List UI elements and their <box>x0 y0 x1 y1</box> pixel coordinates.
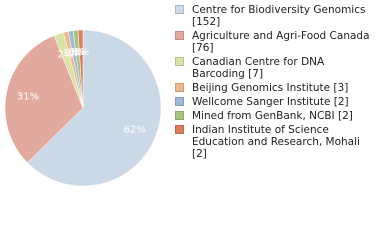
legend: Centre for Biodiversity Genomics [152] Ag… <box>172 4 377 160</box>
slice-label: 1% <box>63 48 79 59</box>
legend-swatch <box>175 111 184 120</box>
slice-label: 62% <box>124 125 146 136</box>
slice-label: 1% <box>66 48 82 59</box>
legend-label: Beijing Genomics Institute [3] <box>192 82 349 94</box>
slice-label: 1% <box>70 47 86 58</box>
legend-label: Mined from GenBank, NCBI [2] <box>192 110 353 122</box>
pie-chart: 62%31%2%1%1%1%1% <box>4 29 162 187</box>
legend-swatch <box>175 5 184 14</box>
legend-item: Agriculture and Agri-Food Canada [76] <box>172 30 377 54</box>
slice-label: 2% <box>58 50 74 61</box>
pie-slice <box>77 29 84 109</box>
legend-label: Canadian Centre for DNA Barcoding [7] <box>192 56 325 80</box>
legend-label: Indian Institute of Science Education an… <box>192 124 360 160</box>
legend-swatch <box>175 83 184 92</box>
legend-label: Agriculture and Agri-Food Canada [76] <box>192 30 370 54</box>
legend-swatch <box>175 125 184 134</box>
legend-item: Beijing Genomics Institute [3] <box>172 82 377 94</box>
pie-slice <box>27 29 162 187</box>
slice-label: 31% <box>17 91 39 102</box>
legend-swatch <box>175 97 184 106</box>
pie-slice <box>4 35 84 164</box>
legend-label: Wellcome Sanger Institute [2] <box>192 96 349 108</box>
legend-swatch <box>175 57 184 66</box>
legend-item: Mined from GenBank, NCBI [2] <box>172 110 377 122</box>
legend-label: Centre for Biodiversity Genomics [152] <box>192 4 366 28</box>
legend-item: Centre for Biodiversity Genomics [152] <box>172 4 377 28</box>
slice-label: 1% <box>73 47 89 58</box>
legend-item: Wellcome Sanger Institute [2] <box>172 96 377 108</box>
legend-swatch <box>175 31 184 40</box>
legend-item: Indian Institute of Science Education an… <box>172 124 377 160</box>
legend-item: Canadian Centre for DNA Barcoding [7] <box>172 56 377 80</box>
